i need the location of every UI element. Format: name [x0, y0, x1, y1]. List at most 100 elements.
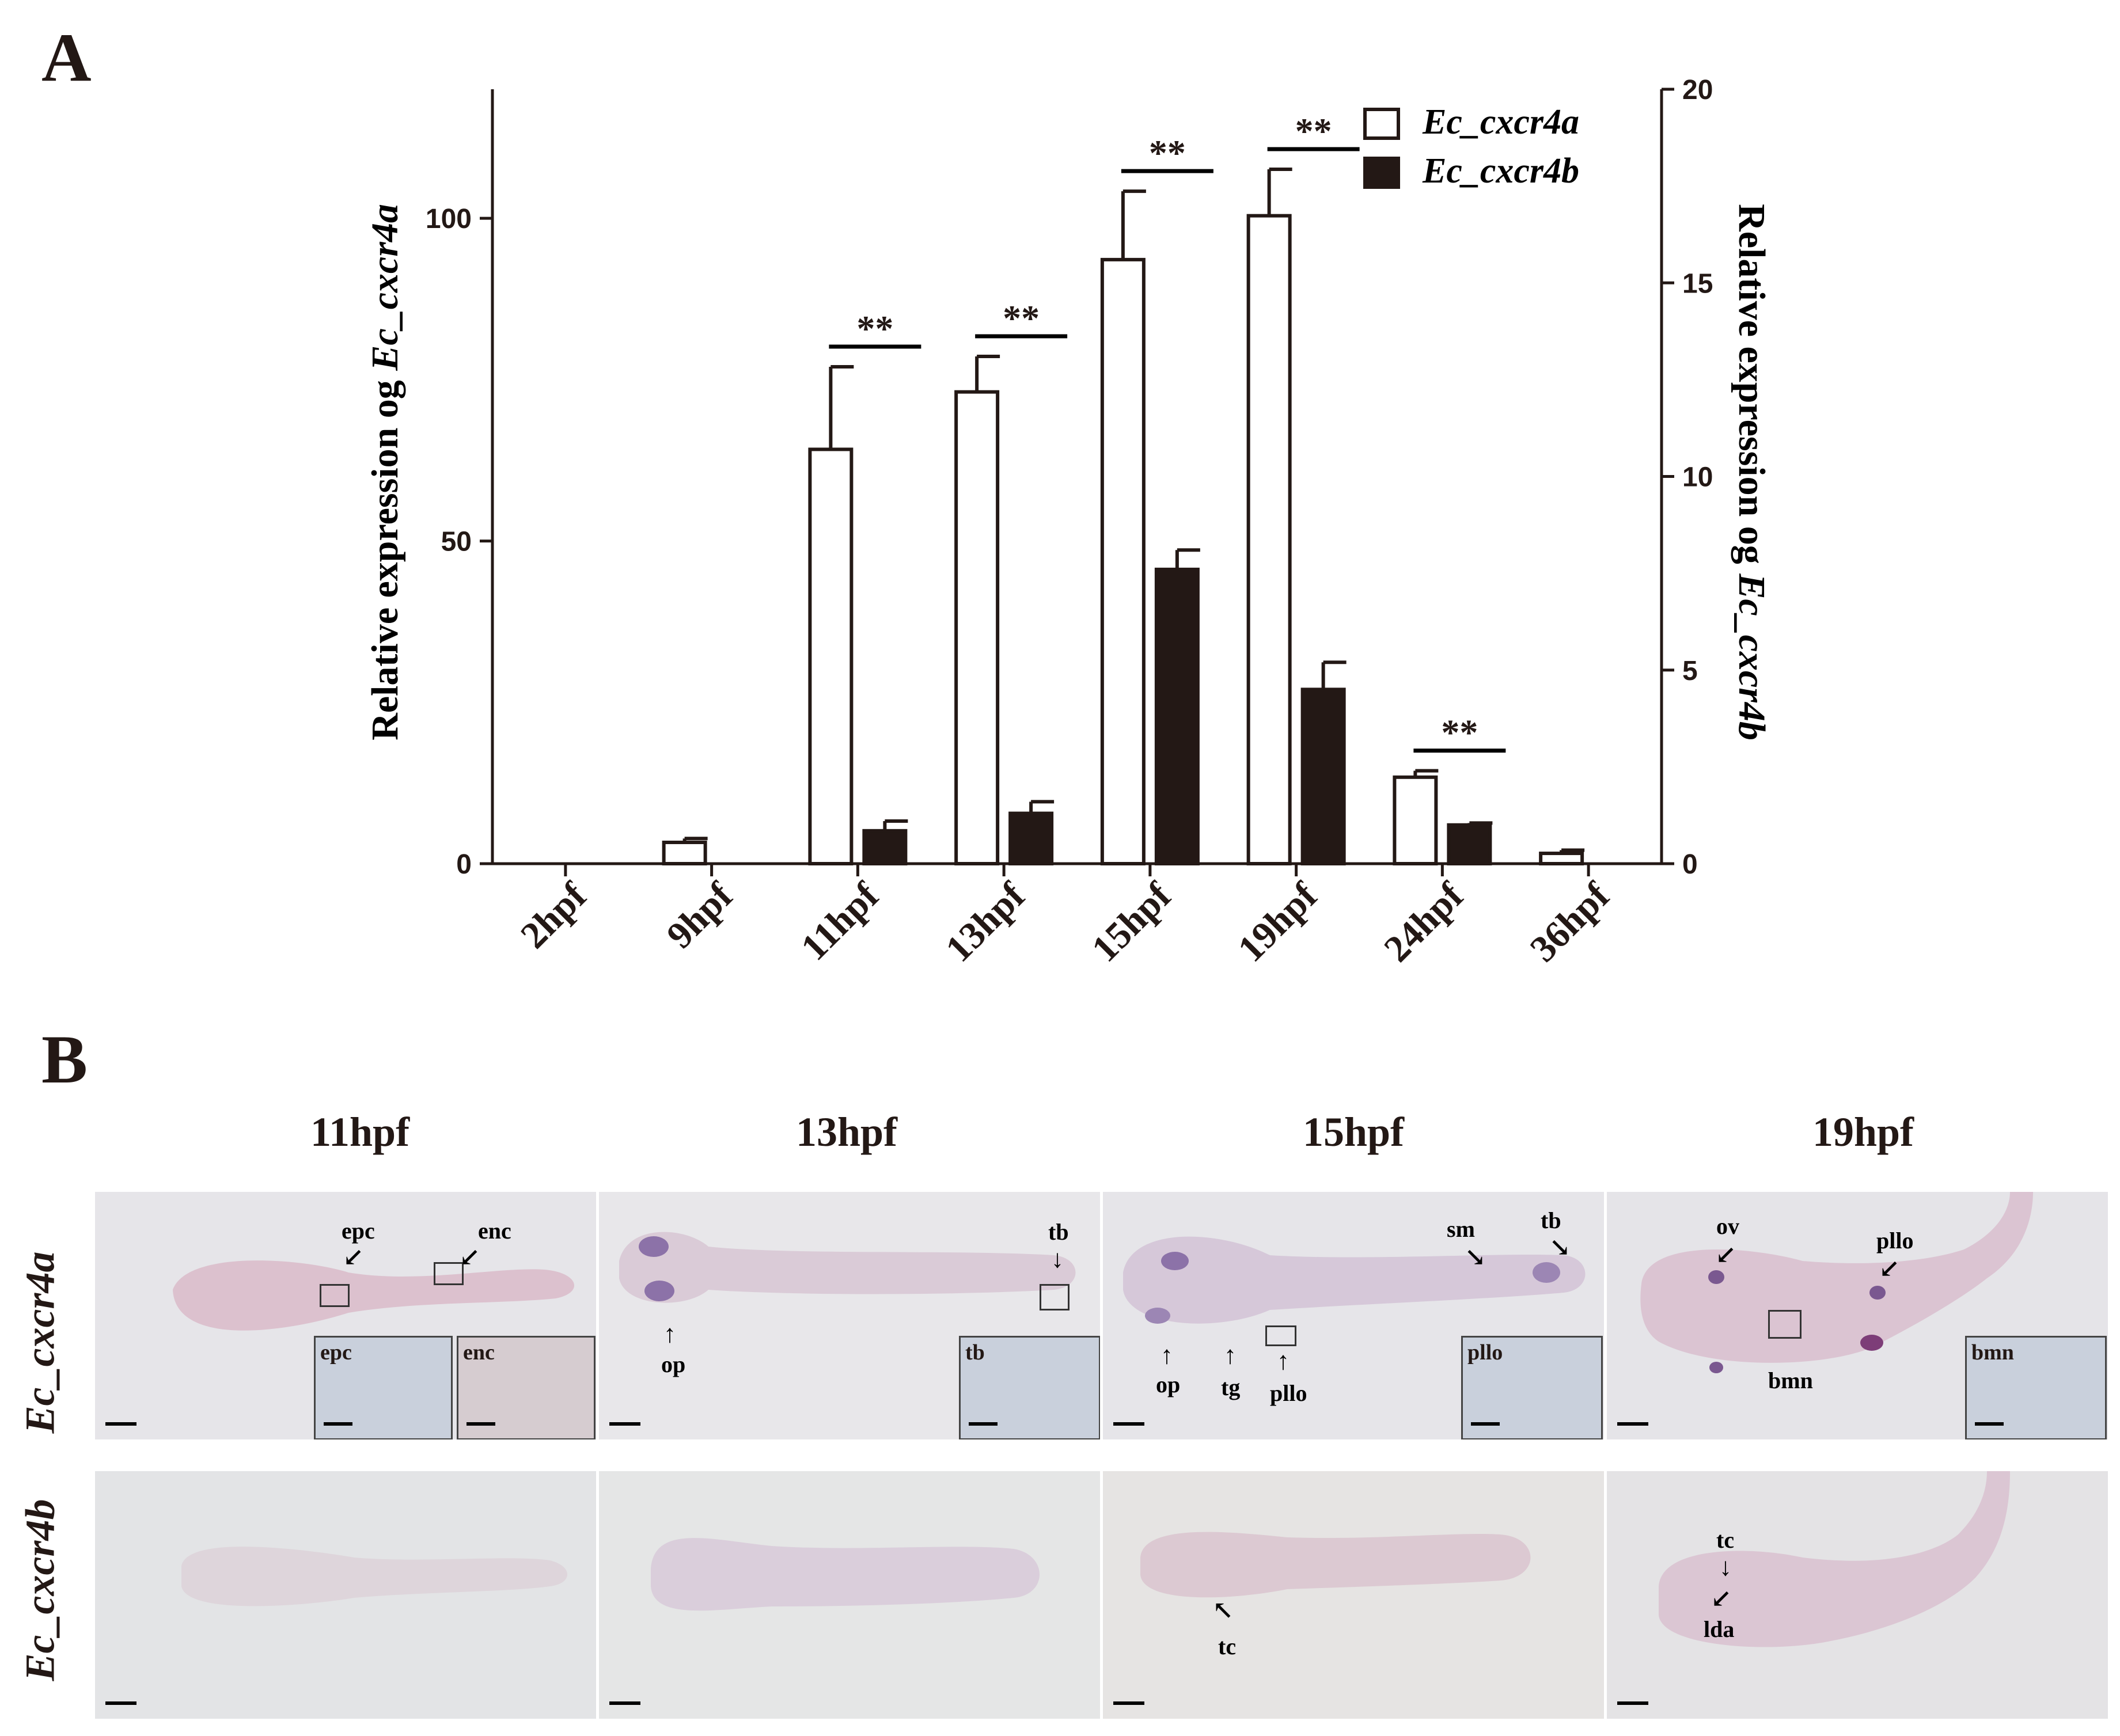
- embryo-shape: [619, 1232, 1076, 1303]
- arrow-op: ↑: [1160, 1341, 1173, 1369]
- scale-bar: [1113, 1422, 1144, 1426]
- arrow-ov: ↙: [1715, 1241, 1736, 1269]
- significance-marker: **: [1149, 132, 1186, 173]
- annotation-sm: sm: [1447, 1216, 1475, 1242]
- annotation-op: op: [1156, 1372, 1181, 1397]
- inset-label-bmn: bmn: [1971, 1340, 2014, 1365]
- column-label-13hpf: 13hpf: [795, 1109, 898, 1155]
- x-tick-label: 2hpf: [513, 874, 595, 956]
- chart-error-bars: [682, 167, 1585, 854]
- annotation-tg: tg: [1221, 1374, 1241, 1400]
- embryo-shape: [1140, 1532, 1531, 1598]
- annotation-epc: epc: [342, 1218, 375, 1244]
- photo-cxcr4a-19hpf: ov pllo ↙ ↙ bmn bmn: [1607, 1192, 2108, 1439]
- chart-legend: Ec_cxcr4a Ec_cxcr4b: [1363, 102, 1579, 191]
- column-label-11hpf: 11hpf: [310, 1109, 410, 1155]
- arrow-tb: ↘: [1549, 1233, 1571, 1262]
- panel-b-label: B: [41, 1021, 88, 1097]
- right-tick-label: 0: [1682, 849, 1698, 880]
- chart-ticks: 0 50 100 0 5 10 15 20: [426, 75, 1713, 880]
- scale-bar: [609, 1701, 640, 1705]
- bar-Ec_cxcr4b-19hpf: [1300, 687, 1346, 865]
- scale-bar: [1617, 1422, 1648, 1426]
- legend-swatch-Ec_cxcr4a: [1363, 108, 1400, 140]
- arrow-tb: ↓: [1051, 1245, 1064, 1273]
- arrow-epc: ↙: [343, 1243, 364, 1271]
- photo-cxcr4b-13hpf: [599, 1471, 1100, 1719]
- x-tick-label: 11hpf: [793, 874, 888, 968]
- chart-significance: ** ** ** ** **: [829, 111, 1506, 753]
- legend-label-Ec_cxcr4b: Ec_cxcr4b: [1422, 151, 1579, 191]
- annotation-tb: tb: [1048, 1219, 1069, 1245]
- row-label-cxcr4a: Ec_cxcr4a: [17, 1251, 63, 1434]
- embryo-shape: [1123, 1236, 1586, 1324]
- roi-epc: [320, 1284, 350, 1307]
- scale-bar: [1617, 1701, 1648, 1705]
- annotation-tb: tb: [1541, 1207, 1561, 1233]
- column-label-15hpf: 15hpf: [1302, 1109, 1405, 1155]
- left-tick-label: 50: [441, 527, 472, 557]
- inset-bmn: bmn: [1965, 1336, 2107, 1439]
- bar-Ec_cxcr4b-24hpf: [1447, 823, 1492, 865]
- left-tick-label: 0: [456, 849, 472, 880]
- annotation-tc: tc: [1218, 1634, 1237, 1659]
- annotation-lda: lda: [1704, 1616, 1735, 1642]
- bar-Ec_cxcr4a-15hpf: [1100, 257, 1146, 865]
- embryo-shape: [651, 1538, 1040, 1611]
- right-tick-label: 15: [1682, 268, 1713, 299]
- scale-bar: [105, 1422, 136, 1426]
- significance-marker: **: [1441, 712, 1478, 753]
- bar-Ec_cxcr4b-11hpf: [862, 829, 908, 866]
- bar-Ec_cxcr4a-11hpf: [808, 447, 854, 865]
- bar-Ec_cxcr4b-13hpf: [1008, 811, 1054, 865]
- bar-Ec_cxcr4a-13hpf: [954, 390, 1000, 865]
- annotation-pllo: pllo: [1876, 1228, 1914, 1253]
- legend-swatch-Ec_cxcr4b: [1363, 157, 1400, 189]
- roi-tb: [1040, 1284, 1070, 1310]
- legend-label-Ec_cxcr4a: Ec_cxcr4a: [1422, 102, 1579, 142]
- x-tick-label: 19hpf: [1230, 874, 1325, 970]
- inset-label-enc: enc: [463, 1340, 495, 1365]
- arrow-sm: ↘: [1465, 1243, 1486, 1271]
- arrow-pllo: ↑: [1277, 1347, 1290, 1375]
- significance-marker: **: [1295, 111, 1332, 151]
- chart-category-labels: 2hpf 9hpf 11hpf 13hpf 15hpf 19hpf 24hpf 36hpf: [513, 874, 1618, 970]
- photo-cxcr4a-11hpf: epc enc ↙ ↙ epc enc: [95, 1192, 596, 1439]
- row-label-cxcr4b: Ec_cxcr4b: [17, 1499, 63, 1681]
- bar-Ec_cxcr4a-19hpf: [1246, 214, 1292, 865]
- significance-marker: **: [1003, 298, 1040, 339]
- arrow-tg: ↑: [1224, 1341, 1237, 1369]
- photo-cxcr4a-13hpf: tb ↓ ↑ op tb: [599, 1192, 1100, 1439]
- bar-Ec_cxcr4b-15hpf: [1154, 567, 1200, 866]
- inset-label-epc: epc: [320, 1340, 352, 1365]
- annotation-bmn: bmn: [1768, 1367, 1813, 1393]
- inset-tb: tb: [959, 1336, 1100, 1439]
- inset-pllo: pllo: [1461, 1336, 1603, 1439]
- embryo-shape: [1659, 1471, 2010, 1647]
- embryo-shape: [1640, 1192, 2033, 1373]
- bar-Ec_cxcr4a-36hpf: [1539, 852, 1584, 865]
- scale-bar: [609, 1422, 640, 1426]
- right-tick-label: 10: [1682, 462, 1713, 493]
- inset-scale-bar: [969, 1422, 998, 1426]
- right-tick-label: 5: [1682, 656, 1698, 686]
- inset-enc: enc: [457, 1336, 596, 1439]
- inset-label-tb: tb: [965, 1340, 985, 1365]
- roi-enc: [434, 1262, 464, 1285]
- inset-epc: epc: [314, 1336, 453, 1439]
- annotation-op: op: [661, 1351, 686, 1377]
- embryo-shape: [173, 1260, 575, 1331]
- chart-axes: [491, 89, 1663, 865]
- annotation-tc: tc: [1716, 1527, 1735, 1553]
- left-axis-title: Relative expression og Ec_cxcr4a: [364, 204, 406, 740]
- arrow-enc: ↙: [459, 1243, 480, 1271]
- arrow-pllo: ↙: [1879, 1255, 1900, 1283]
- inset-scale-bar: [467, 1422, 495, 1426]
- roi-pllo: [1265, 1325, 1296, 1346]
- column-label-19hpf: 19hpf: [1812, 1109, 1914, 1155]
- significance-marker: **: [856, 308, 893, 349]
- scale-bar: [1113, 1701, 1144, 1705]
- arrow-tc: ↖: [1212, 1596, 1234, 1624]
- annotation-enc: enc: [478, 1218, 511, 1244]
